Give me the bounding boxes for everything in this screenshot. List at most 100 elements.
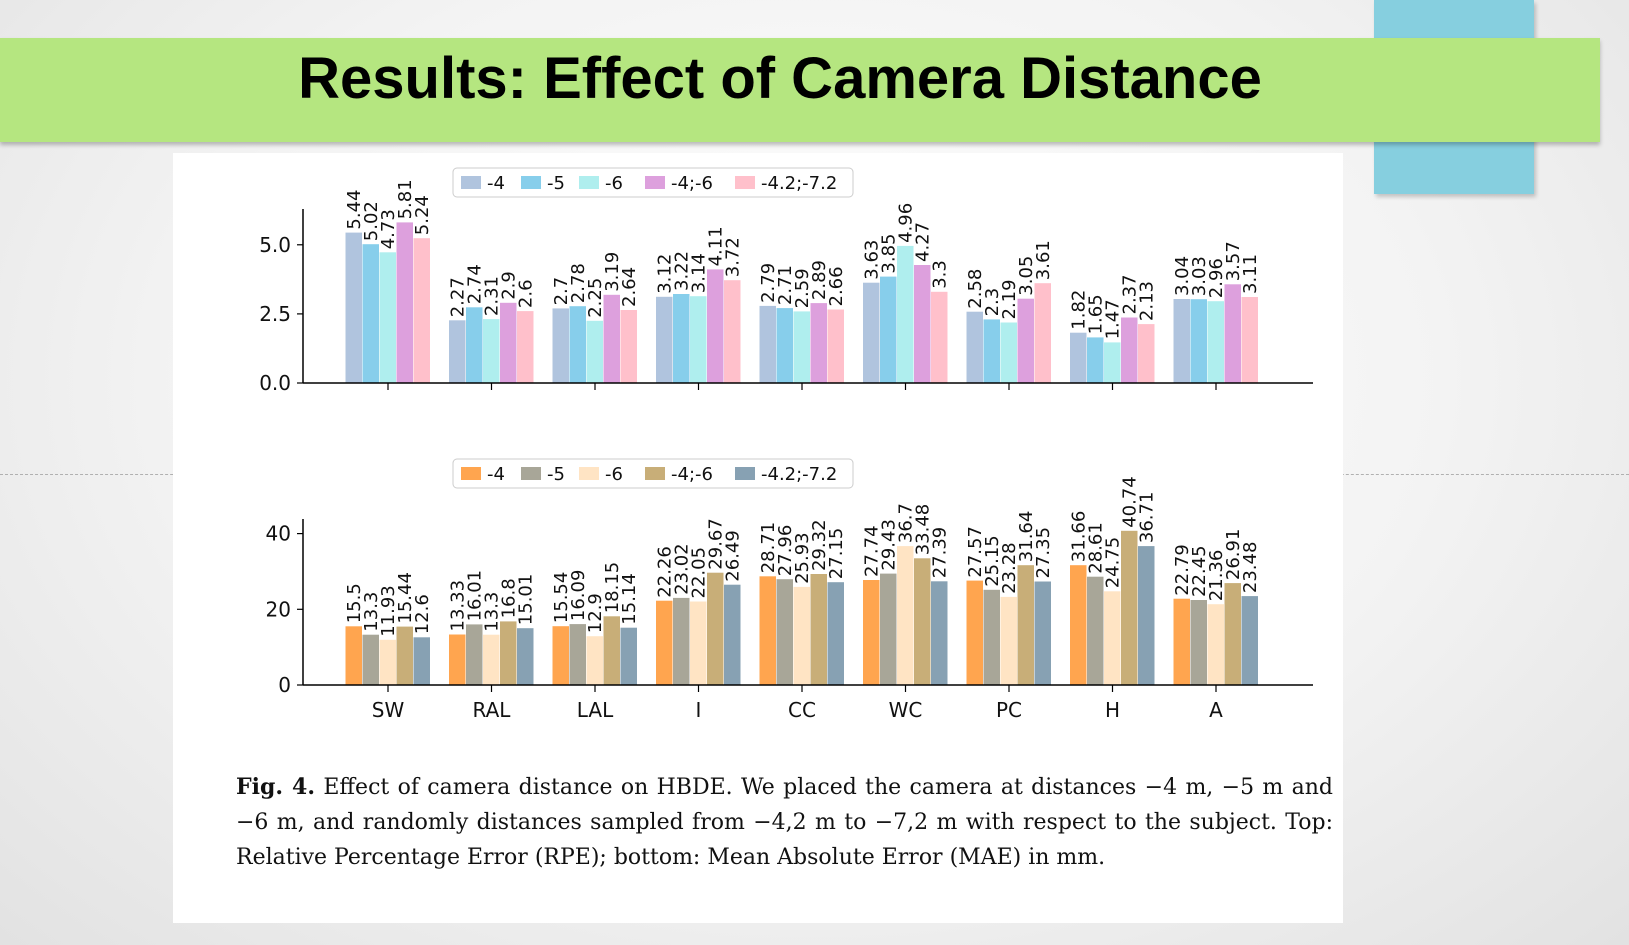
bar-pc-2	[983, 589, 1000, 685]
data-label: 3.85	[879, 234, 900, 274]
legend: -4 -5 -6 -4;-6 -4.2;-7.2	[452, 167, 854, 198]
bar-h-5	[1138, 324, 1155, 383]
data-label: 27.35	[1033, 527, 1054, 579]
bar-h-5	[1138, 546, 1155, 685]
data-label: 2.74	[465, 264, 486, 304]
legend-label: -4;-6	[671, 173, 713, 194]
bar-cc-1	[759, 305, 776, 383]
bar-i-5	[724, 584, 741, 685]
x-tick-label-a: A	[1209, 698, 1223, 722]
data-label: 27.96	[775, 525, 796, 577]
bar-a-4	[1224, 284, 1241, 383]
bar-sw-1	[345, 626, 362, 685]
bar-wc-1	[863, 580, 880, 685]
data-label: 16.09	[568, 570, 589, 622]
data-label: 4.73	[378, 209, 399, 249]
bar-h-2	[1087, 337, 1104, 383]
bar-ral-3	[483, 634, 500, 685]
data-label: 4.96	[896, 203, 917, 243]
data-label: 3.61	[1033, 240, 1054, 280]
data-label: 27.74	[862, 525, 883, 577]
data-label: 2.78	[568, 263, 589, 303]
bar-wc-2	[880, 276, 897, 383]
data-label: 2.37	[1120, 274, 1141, 314]
x-tick-label-lal: LAL	[577, 698, 614, 722]
bar-a-2	[1190, 600, 1207, 685]
bar-i-4	[707, 269, 724, 383]
data-label: 3.04	[1172, 256, 1193, 296]
data-label: 3.05	[1016, 256, 1037, 296]
bar-cc-3	[793, 586, 810, 685]
legend-swatch	[735, 467, 755, 480]
bar-h-4	[1121, 530, 1138, 685]
data-label: 1.65	[1086, 294, 1107, 334]
data-label: 2.9	[499, 271, 520, 300]
figure-panel: 5.44 2.27 2.7 3.12 2.79 3.63 2.58 1.82 3.04 5.02 2…	[173, 153, 1343, 923]
data-label: 2.3	[982, 288, 1003, 317]
bar-i-4	[707, 572, 724, 685]
bar-cc-3	[793, 311, 810, 383]
bar-i-2	[673, 597, 690, 685]
data-label: 5.44	[344, 190, 365, 230]
bar-sw-3	[379, 252, 396, 383]
bar-wc-4	[914, 265, 931, 383]
bar-wc-2	[880, 573, 897, 685]
bar-a-1	[1173, 598, 1190, 685]
bar-pc-5	[1034, 581, 1051, 685]
bar-pc-1	[966, 580, 983, 685]
x-tick-label-wc: WC	[889, 698, 923, 722]
data-label: 28.61	[1086, 522, 1107, 574]
bar-sw-5	[413, 637, 430, 685]
bar-i-3	[690, 601, 707, 685]
bar-ral-4	[500, 302, 517, 383]
bar-lal-4	[603, 616, 620, 685]
legend-swatch	[645, 176, 665, 189]
bar-ral-5	[517, 311, 534, 383]
bar-ral-4	[500, 621, 517, 685]
data-label: 26.91	[1223, 529, 1244, 581]
data-label: 2.7	[551, 277, 572, 306]
bar-pc-5	[1034, 283, 1051, 383]
bar-i-5	[724, 280, 741, 383]
data-label: 27.15	[826, 528, 847, 580]
bar-cc-1	[759, 576, 776, 685]
bar-cc-4	[810, 574, 827, 685]
data-label: 24.75	[1103, 537, 1124, 589]
bar-a-1	[1173, 299, 1190, 383]
bar-sw-1	[345, 232, 362, 383]
bar-ral-5	[517, 628, 534, 685]
bar-a-3	[1207, 301, 1224, 383]
data-label: 4.11	[706, 226, 727, 266]
bar-wc-3	[897, 546, 914, 685]
bar-wc-5	[931, 291, 948, 383]
data-label: 5.81	[395, 179, 416, 219]
data-label: 27.39	[930, 527, 951, 579]
data-label: 15.44	[395, 572, 416, 624]
bar-pc-4	[1017, 298, 1034, 383]
data-label: 31.64	[1016, 511, 1037, 563]
data-label: 2.96	[1206, 258, 1227, 298]
data-label: 27.57	[965, 526, 986, 578]
bar-i-3	[690, 296, 707, 383]
bar-wc-5	[931, 581, 948, 685]
data-label: 2.25	[585, 278, 606, 318]
data-label: 40.74	[1120, 476, 1141, 528]
x-tick-label-pc: PC	[996, 698, 1022, 722]
bar-h-4	[1121, 317, 1138, 383]
data-label: 25.93	[792, 532, 813, 584]
data-label: 15.5	[344, 583, 365, 623]
data-label: 29.67	[706, 518, 727, 570]
data-label: 15.01	[516, 574, 537, 626]
bar-ral-1	[449, 634, 466, 685]
bar-wc-4	[914, 558, 931, 685]
data-label: 16.8	[499, 578, 520, 618]
data-label: 5.24	[412, 195, 433, 235]
x-tick-label-i: I	[696, 698, 702, 722]
bar-sw-3	[379, 639, 396, 685]
data-label: 3.03	[1189, 256, 1210, 296]
legend-swatch	[461, 176, 481, 189]
bar-lal-1	[552, 626, 569, 685]
data-label: 3.19	[602, 252, 623, 292]
bar-cc-4	[810, 303, 827, 383]
data-label: 2.27	[448, 277, 469, 317]
